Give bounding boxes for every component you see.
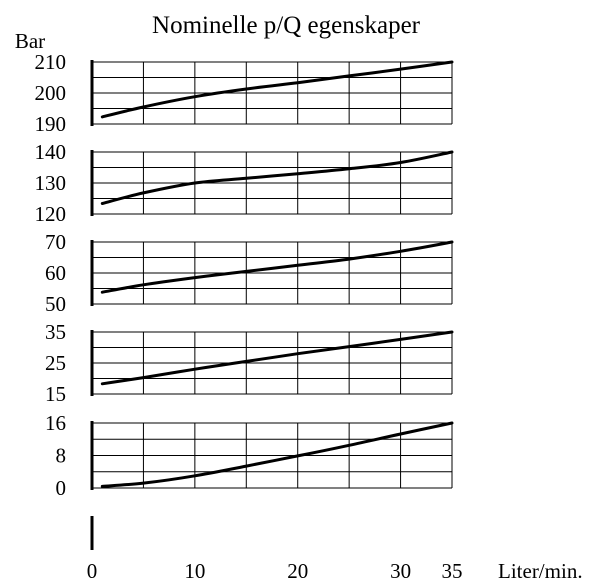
y-tick-label: 70 [45,230,66,254]
y-tick-label: 0 [56,476,67,500]
x-tick-label: 35 [442,559,463,582]
chart-panels: 190 200 210 120 130 140 50 60 70 15 25 35 0 8 16 [35,50,454,550]
panel-1-curve [100,60,454,119]
y-tick-label: 190 [35,112,67,136]
y-tick-label: 210 [35,50,67,74]
y-tick-label: 15 [45,382,66,406]
y-tick-label: 120 [35,202,67,226]
x-tick-label: 30 [390,559,411,582]
panel-3: 50 60 70 [45,230,454,316]
y-tick-label: 50 [45,292,66,316]
x-axis-label: Liter/min. [498,559,583,582]
x-tick-label: 0 [87,559,98,582]
y-tick-label: 25 [45,351,66,375]
y-tick-label: 35 [45,320,66,344]
panel-5-curve [100,421,454,488]
panel-2: 120 130 140 [35,140,454,226]
x-tick-labels: 0 10 20 30 35 [87,559,463,582]
panel-4-curve [100,330,454,386]
panel-1: 190 200 210 [35,50,454,136]
y-tick-label: 60 [45,261,66,285]
panel-3-curve [100,240,454,294]
y-tick-label: 130 [35,171,67,195]
x-tick-label: 20 [287,559,308,582]
y-tick-label: 200 [35,81,67,105]
panel-4: 15 25 35 [45,320,454,406]
panel-2-curve [100,150,454,205]
y-tick-label: 16 [45,411,66,435]
chart-title: Nominelle p/Q egenskaper [152,12,421,39]
x-tick-label: 10 [184,559,205,582]
panel-5: 0 8 16 [45,411,454,500]
y-tick-label: 140 [35,140,67,164]
y-axis-label: Bar [15,29,45,53]
y-tick-label: 8 [56,444,67,468]
